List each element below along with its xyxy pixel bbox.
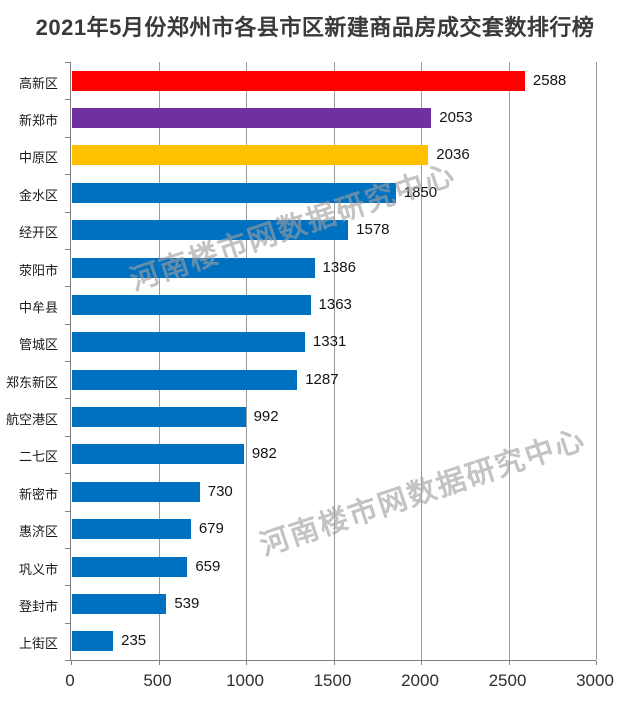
y-axis-tick [65, 510, 71, 512]
category-label: 登封市 [18, 598, 58, 614]
bar-value-label: 1363 [318, 295, 352, 313]
category-label: 惠济区 [18, 524, 58, 540]
bar-value-label: 730 [207, 482, 233, 500]
gridline [508, 62, 510, 660]
x-axis-tick [333, 661, 335, 665]
bar-value-label: 1850 [403, 183, 438, 201]
gridline [421, 62, 422, 660]
bar [72, 70, 525, 91]
x-axis-label: 1500 [313, 671, 352, 690]
y-axis-tick [65, 473, 71, 475]
category-label: 郑东新区 [5, 374, 58, 390]
x-axis-label: 500 [143, 671, 172, 690]
y-axis-tick [65, 99, 71, 101]
chart-title: 2021年5月份郑州市各县市区新建商品房成交套数排行榜 [35, 15, 595, 40]
category-label: 荥阳市 [18, 262, 58, 278]
bar-value-label: 2588 [532, 71, 567, 89]
bar-value-label: 992 [253, 408, 279, 426]
bar-value-label: 2036 [436, 146, 470, 164]
bar [72, 369, 298, 390]
category-label: 巩义市 [18, 561, 58, 577]
x-axis-label: 2500 [488, 671, 527, 690]
y-axis-tick [65, 361, 71, 362]
y-axis-tick [65, 398, 71, 400]
bar-value-label: 1578 [356, 221, 390, 239]
plot-area: 2588 2053 2036 1850 1578 1386 1363 1331 1287 992 9… [65, 62, 597, 665]
category-label: 金水区 [18, 187, 58, 203]
bar-value-label: 1287 [305, 370, 339, 388]
y-axis-tick [65, 248, 71, 250]
bar [72, 481, 200, 502]
y-axis-tick [65, 174, 71, 176]
x-axis-tick [421, 661, 422, 665]
y-axis-tick [65, 585, 71, 587]
gridline [158, 62, 160, 660]
x-axis-tick [596, 661, 597, 665]
y-axis-tick [65, 547, 71, 549]
x-axis-label: 1000 [226, 671, 264, 690]
gridline [333, 62, 335, 660]
bar [72, 182, 396, 203]
x-axis-tick [71, 661, 72, 665]
y-axis-tick [65, 286, 71, 288]
y-axis-tick [65, 211, 71, 213]
bar-value-label: 1331 [312, 333, 347, 351]
gridline [246, 62, 247, 660]
bar-value-label: 1386 [322, 258, 356, 276]
y-axis-tick [65, 323, 71, 325]
category-label: 二七区 [18, 449, 58, 465]
bar-value-label: 679 [198, 520, 224, 538]
category-label: 中牟县 [18, 299, 58, 315]
x-axis-tick [508, 661, 510, 665]
y-axis-tick [65, 660, 71, 661]
bar [72, 407, 246, 428]
gridline [596, 62, 597, 660]
bar [72, 108, 432, 129]
category-label: 中原区 [18, 150, 58, 166]
category-label: 经开区 [18, 225, 58, 241]
bar [72, 444, 244, 465]
x-axis-label: 0 [65, 671, 75, 690]
bar-value-label: 235 [121, 632, 147, 650]
bar [72, 593, 167, 614]
category-label: 上街区 [18, 636, 58, 652]
bar [72, 294, 311, 315]
x-axis-label: 3000 [576, 671, 614, 690]
bar [72, 220, 349, 241]
y-axis-tick [65, 62, 71, 63]
category-label: 管城区 [18, 337, 58, 353]
category-label: 高新区 [18, 75, 58, 91]
x-axis-label: 2000 [401, 671, 439, 690]
bar [72, 519, 191, 540]
bar-value-label: 539 [174, 594, 200, 612]
bar-value-label: 659 [195, 557, 221, 575]
y-axis-tick [65, 136, 71, 138]
bar-value-label: 2053 [439, 109, 473, 127]
x-axis-tick [246, 661, 247, 665]
y-axis-tick [65, 622, 71, 624]
y-axis-category-labels: 高新区新郑市中原区金水区经开区荥阳市中牟县管城区郑东新区航空港区二七区新密市惠济… [0, 62, 64, 660]
bar [72, 332, 305, 353]
bar [72, 145, 429, 166]
bar-value-label: 982 [251, 445, 277, 463]
y-axis-tick [65, 435, 71, 437]
category-label: 航空港区 [5, 412, 58, 428]
category-label: 新密市 [18, 486, 58, 502]
bar [72, 257, 315, 278]
bar [72, 556, 188, 577]
x-axis-tick-labels: 0 500 1000 1500 2000 2500 3000 [65, 671, 614, 693]
bar [72, 631, 114, 652]
x-axis-tick [158, 661, 160, 665]
category-label: 新郑市 [18, 113, 58, 129]
